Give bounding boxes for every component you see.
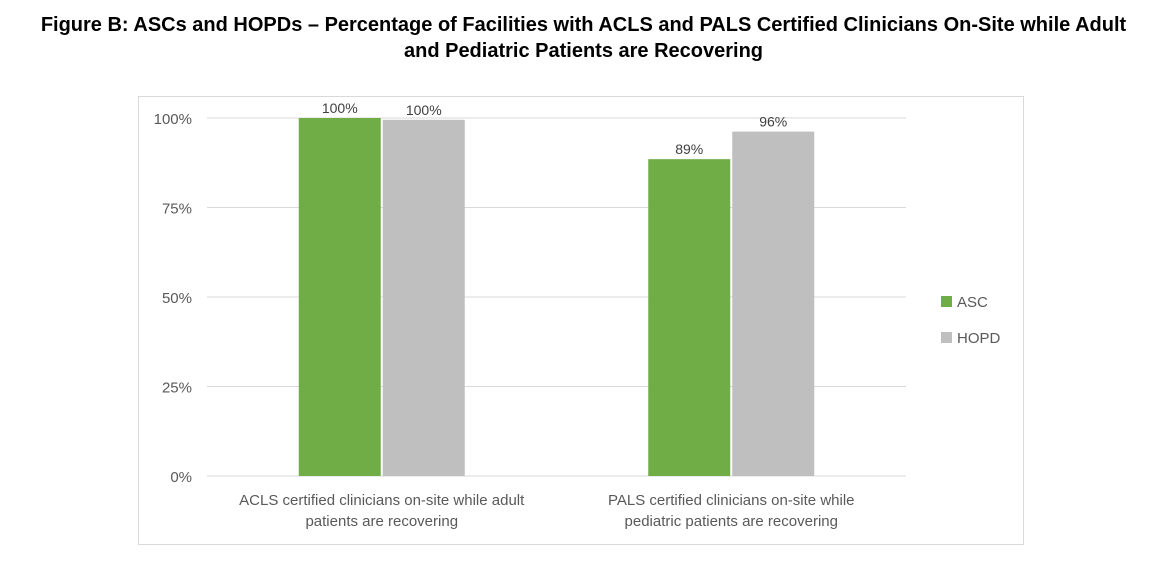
y-tick-label-100: 100%: [154, 111, 192, 128]
data-label-asc-1: 89%: [675, 141, 703, 157]
legend-label-hopd: HOPD: [957, 330, 1001, 347]
legend-label-asc: ASC: [957, 294, 988, 311]
y-tick-label-50: 50%: [162, 290, 192, 307]
y-tick-label-0: 0%: [170, 469, 192, 486]
data-label-asc-0: 100%: [322, 100, 358, 116]
chart-area-border: [138, 96, 1024, 545]
bar-asc-0: [298, 118, 381, 476]
category-label-1-line-1: PALS certified clinicians on-site while: [608, 492, 855, 509]
legend-swatch-asc: [941, 296, 952, 307]
category-label-0-line-1: ACLS certified clinicians on-site while …: [239, 492, 525, 509]
y-tick-label-25: 25%: [162, 380, 192, 397]
data-label-hopd-1: 96%: [759, 114, 787, 130]
chart-title-line-2: and Pediatric Patients are Recovering: [403, 40, 764, 62]
bar-hopd-0: [382, 119, 465, 476]
chart-title-line-1: Figure B: ASCs and HOPDs – Percentage of…: [40, 14, 1127, 36]
bar-asc-1: [648, 159, 731, 477]
y-tick-label-75: 75%: [162, 201, 192, 218]
data-label-hopd-0: 100%: [406, 102, 442, 118]
legend-swatch-hopd: [941, 332, 952, 343]
chart-title: Figure B: ASCs and HOPDs – Percentage of…: [0, 12, 1167, 64]
category-label-0-line-2: patients are recovering: [305, 513, 458, 530]
category-label-1-line-2: pediatric patients are recovering: [625, 513, 838, 530]
bar-hopd-1: [732, 131, 815, 476]
